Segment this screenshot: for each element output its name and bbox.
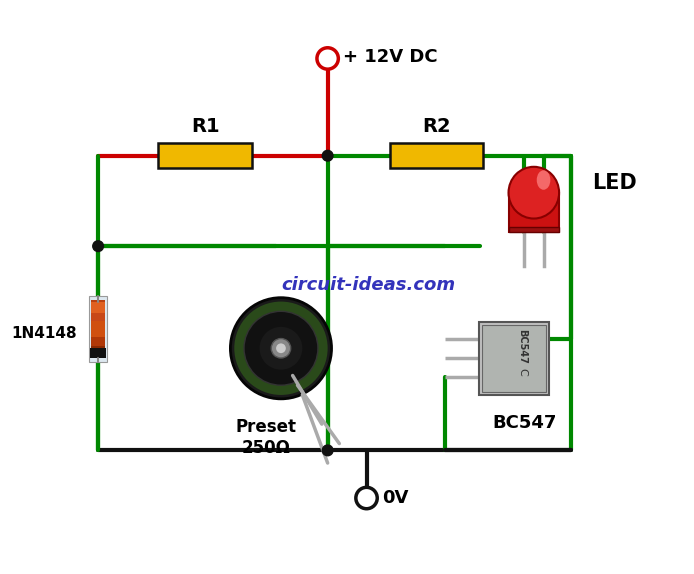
Bar bbox=[92, 313, 105, 321]
Text: LED: LED bbox=[592, 173, 637, 193]
Text: R1: R1 bbox=[191, 117, 219, 136]
Bar bbox=[92, 321, 105, 336]
Bar bbox=[92, 336, 105, 346]
Bar bbox=[509, 193, 559, 231]
Circle shape bbox=[317, 48, 339, 69]
FancyBboxPatch shape bbox=[390, 143, 483, 168]
Circle shape bbox=[271, 339, 291, 358]
Text: circuit-ideas.com: circuit-ideas.com bbox=[282, 276, 455, 294]
Text: Preset
250Ω: Preset 250Ω bbox=[236, 418, 297, 457]
Circle shape bbox=[244, 311, 318, 385]
Text: BC547: BC547 bbox=[492, 414, 557, 432]
FancyBboxPatch shape bbox=[480, 322, 550, 395]
Circle shape bbox=[235, 301, 328, 395]
Bar bbox=[90, 348, 106, 358]
Text: C: C bbox=[517, 368, 527, 375]
FancyBboxPatch shape bbox=[482, 325, 546, 392]
Bar bbox=[90, 296, 107, 362]
Bar bbox=[92, 301, 105, 313]
Circle shape bbox=[356, 487, 378, 509]
Circle shape bbox=[260, 327, 303, 370]
Text: + 12V DC: + 12V DC bbox=[344, 48, 438, 65]
Text: BC547: BC547 bbox=[517, 329, 527, 364]
Ellipse shape bbox=[509, 167, 559, 219]
Text: 0V: 0V bbox=[382, 489, 409, 507]
Circle shape bbox=[322, 150, 333, 161]
Bar bbox=[509, 227, 559, 231]
Bar bbox=[92, 346, 105, 358]
Circle shape bbox=[230, 298, 332, 399]
FancyBboxPatch shape bbox=[158, 143, 252, 168]
Ellipse shape bbox=[536, 170, 550, 190]
Circle shape bbox=[322, 445, 333, 456]
Circle shape bbox=[93, 241, 103, 251]
Circle shape bbox=[276, 343, 286, 353]
Text: 1N4148: 1N4148 bbox=[11, 326, 77, 341]
Text: R2: R2 bbox=[422, 117, 451, 136]
Bar bbox=[92, 300, 105, 358]
